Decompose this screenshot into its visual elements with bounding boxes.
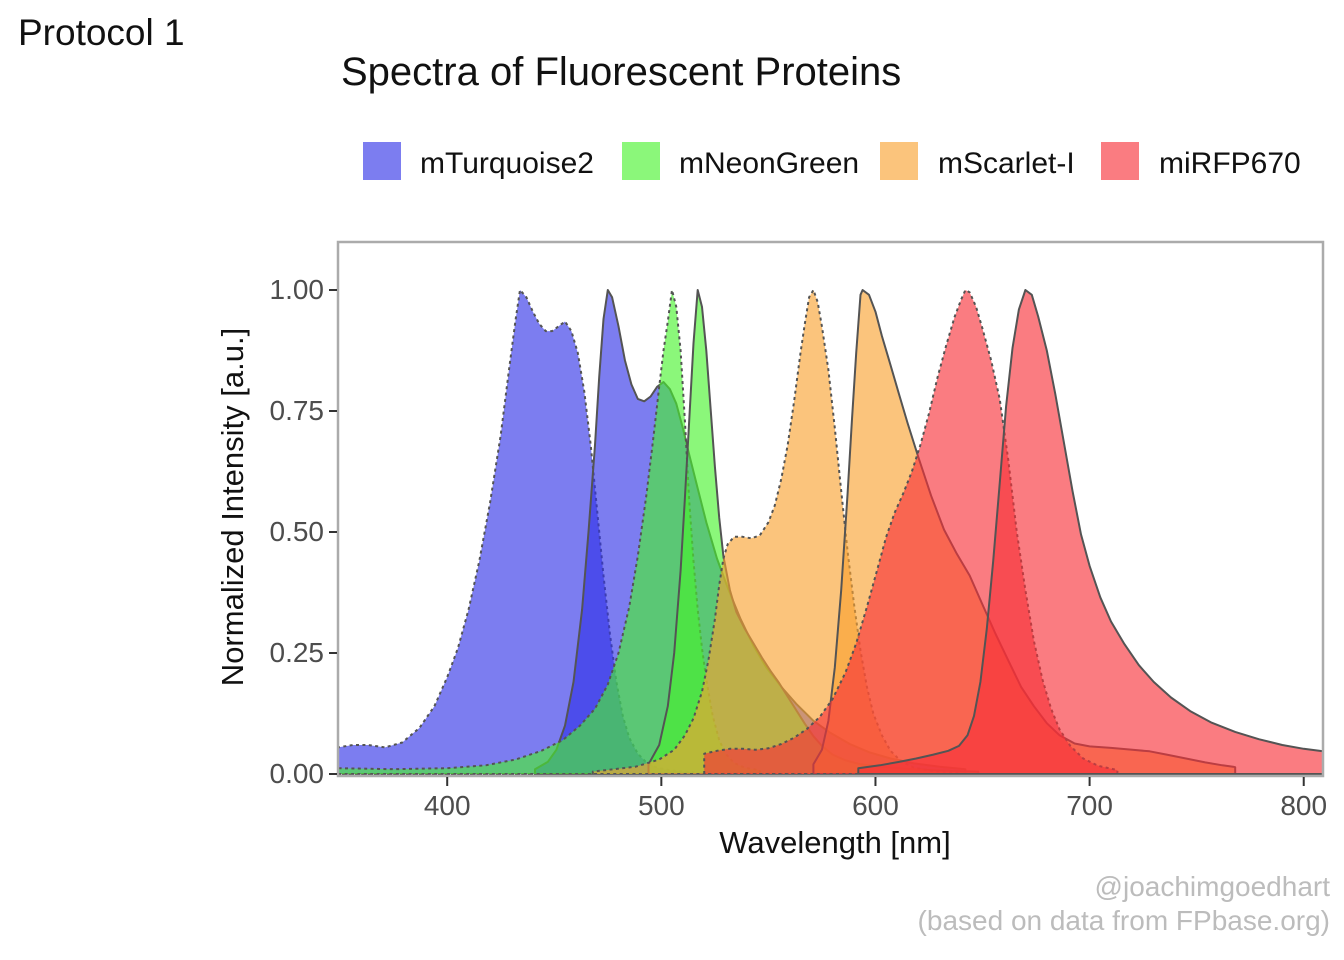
legend-label-mTurquoise2: mTurquoise2 [420, 147, 594, 180]
mNeonGreen-excitation-area [337, 289, 761, 775]
x-tick-label: 600 [852, 790, 899, 821]
legend-swatch-miRFP670 [1101, 142, 1139, 180]
y-tick-label: 0.75 [269, 395, 325, 426]
legend-swatch-mNeonGreen [622, 142, 660, 180]
legend-swatch-mScarlet-I [880, 142, 918, 180]
miRFP670-emission-area [857, 289, 1324, 775]
legend-label-mScarlet-I: mScarlet-I [938, 147, 1075, 180]
legend-swatch-mTurquoise2 [363, 142, 401, 180]
panel-border [336, 240, 1325, 778]
caption-author: @joachimgoedhart [1094, 871, 1330, 902]
x-tick-label: 500 [637, 790, 685, 821]
x-tick-label: 700 [1066, 790, 1113, 821]
x-axis-title: Wavelength [nm] [719, 825, 951, 860]
protocol-label: Protocol 1 [18, 12, 185, 53]
caption-source: (based on data from FPbase.org) [917, 905, 1330, 937]
x-tick-label: 400 [423, 790, 471, 821]
legend-label-mNeonGreen: mNeonGreen [679, 147, 860, 180]
caption: @joachimgoedhart (based on data from FPb… [918, 870, 1330, 938]
y-tick-label: 1.00 [269, 274, 325, 305]
y-tick-label: 0.00 [269, 758, 325, 789]
mScarlet-I-excitation-area [591, 289, 963, 775]
y-tick-label: 0.25 [269, 637, 325, 668]
x-tick-label: 800 [1280, 790, 1328, 821]
chart-title: Spectra of Fluorescent Proteins [341, 50, 902, 94]
legend-label-miRFP670: miRFP670 [1159, 147, 1301, 180]
y-tick-label: 0.50 [269, 516, 325, 547]
